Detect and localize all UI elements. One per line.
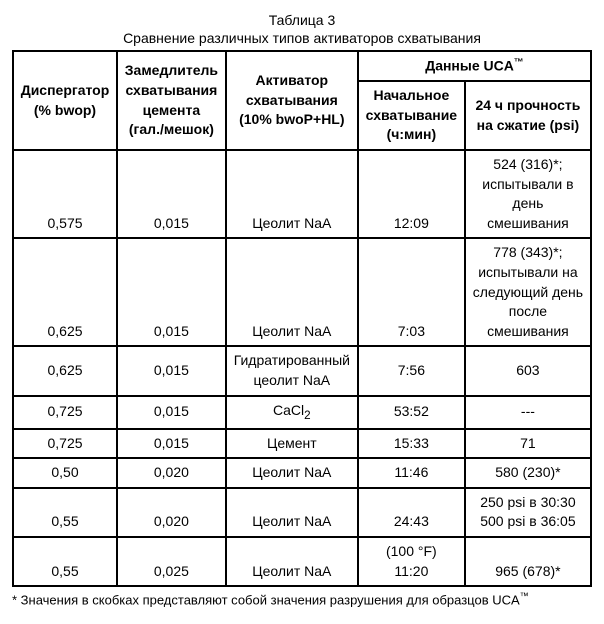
table-row: 0,550,020Цеолит NaA24:43250 psi в 30:305… [13,488,591,537]
footnote: * Значения в скобках представляют собой … [12,591,592,607]
col-dispersant: Диспергатор (% bwop) [13,51,117,150]
table-cell: 778 (343)*;испытывали наследующий деньпо… [465,238,591,346]
table-cell: 0,020 [117,458,226,488]
table-row: 0,5750,015Цеолит NaA12:09524 (316)*;испы… [13,150,591,238]
table-cell: Цеолит NaA [226,238,358,346]
table-cell: 0,575 [13,150,117,238]
table-cell: 965 (678)* [465,537,591,586]
hdr-text: Замедлитель [125,62,218,78]
hdr-text: на сжатие (psi) [477,117,580,133]
table-cell: 7:03 [358,238,465,346]
table-cell: 12:09 [358,150,465,238]
table-row: 0,6250,015Гидратированныйцеолит NaA7:566… [13,346,591,395]
hdr-text: цемента [143,102,200,118]
table-cell: 250 psi в 30:30500 psi в 36:05 [465,488,591,537]
table-cell: 0,725 [13,396,117,429]
data-table: Диспергатор (% bwop) Замедлитель схватыв… [12,50,592,587]
tm-mark: ™ [520,591,529,601]
table-cell: 603 [465,346,591,395]
footnote-text: * Значения в скобках представляют собой … [12,593,520,608]
table-cell: 0,55 [13,488,117,537]
table-cell: CaCl2 [226,396,358,429]
hdr-text: схватывания [246,92,338,108]
table-cell: 524 (316)*;испытывали вденьсмешивания [465,150,591,238]
table-cell: --- [465,396,591,429]
table-cell: (100 °F)11:20 [358,537,465,586]
col-retarder: Замедлитель схватывания цемента (гал./ме… [117,51,226,150]
col-activator: Активатор схватывания (10% bwoP+HL) [226,51,358,150]
table-cell: 0,015 [117,346,226,395]
hdr-text: (% bwop) [34,102,96,118]
hdr-text: (10% bwoP+HL) [239,111,344,127]
col-initial: Начальное схватывание (ч:мин) [358,81,465,150]
col-strength: 24 ч прочность на сжатие (psi) [465,81,591,150]
hdr-text: 24 ч прочность [475,97,580,113]
table-cell: 0,625 [13,238,117,346]
hdr-text: Начальное [373,87,449,103]
table-cell: 0,50 [13,458,117,488]
table-title: Таблица 3 [12,12,592,28]
table-cell: 0,725 [13,429,117,459]
hdr-text: Активатор [256,72,329,88]
table-cell: 0,55 [13,537,117,586]
table-cell: 7:56 [358,346,465,395]
hdr-text: (ч:мин) [387,126,437,142]
table-cell: 24:43 [358,488,465,537]
hdr-text: Диспергатор [21,82,110,98]
hdr-text: (гал./мешок) [129,121,214,137]
table-cell: 0,020 [117,488,226,537]
table-cell: Гидратированныйцеолит NaA [226,346,358,395]
table-row: 0,6250,015Цеолит NaA7:03778 (343)*;испыт… [13,238,591,346]
table-cell: 0,015 [117,429,226,459]
table-row: 0,7250,015CaCl253:52--- [13,396,591,429]
hdr-text: схватывания [125,82,217,98]
table-subtitle: Сравнение различных типов активаторов сх… [12,30,592,46]
table-cell: Цеолит NaA [226,458,358,488]
table-cell: 15:33 [358,429,465,459]
table-cell: Цемент [226,429,358,459]
table-cell: 0,025 [117,537,226,586]
table-cell: 0,015 [117,396,226,429]
table-row: 0,7250,015Цемент15:3371 [13,429,591,459]
table-cell: 71 [465,429,591,459]
table-cell: Цеолит NaA [226,488,358,537]
col-uca: Данные UCA™ [358,51,591,81]
hdr-text: Данные UCA [425,58,514,74]
table-row: 0,500,020Цеолит NaA11:46580 (230)* [13,458,591,488]
table-cell: 580 (230)* [465,458,591,488]
table-cell: Цеолит NaA [226,537,358,586]
table-cell: 53:52 [358,396,465,429]
tm-mark: ™ [514,57,524,68]
table-cell: 0,015 [117,238,226,346]
hdr-text: схватывание [366,107,457,123]
table-cell: 0,015 [117,150,226,238]
table-cell: 11:46 [358,458,465,488]
table-row: 0,550,025Цеолит NaA(100 °F)11:20965 (678… [13,537,591,586]
table-cell: 0,625 [13,346,117,395]
table-cell: Цеолит NaA [226,150,358,238]
